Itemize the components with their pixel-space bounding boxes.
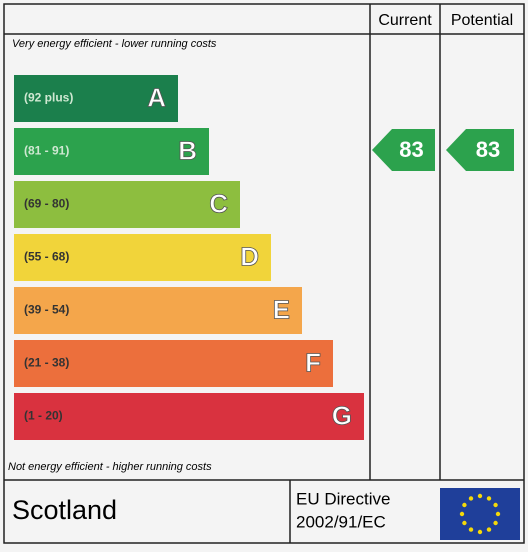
band-letter: A <box>147 82 166 112</box>
top-note: Very energy efficient - lower running co… <box>12 38 217 50</box>
band-letter: E <box>273 294 290 324</box>
band-bar <box>14 340 333 387</box>
band-letter: B <box>178 135 197 165</box>
star <box>486 496 492 501</box>
band-bar <box>14 234 271 281</box>
band-letter: F <box>305 347 321 377</box>
star <box>468 527 474 532</box>
star <box>477 529 483 535</box>
band-letter: C <box>209 188 228 218</box>
star <box>495 511 501 517</box>
band-range: (21 - 38) <box>24 356 69 370</box>
eu-stars <box>459 493 501 535</box>
band-range: (81 - 91) <box>24 144 69 158</box>
potential-header: Potential <box>451 12 513 29</box>
band-bar <box>14 287 302 334</box>
star <box>493 502 498 508</box>
potential-value: 83 <box>476 137 500 162</box>
star <box>462 502 467 508</box>
band-range: (55 - 68) <box>24 250 69 264</box>
band-letter: G <box>332 400 352 430</box>
current-header: Current <box>378 12 432 29</box>
star <box>462 520 467 526</box>
band-bar <box>14 181 240 228</box>
current-value: 83 <box>399 137 423 162</box>
region: Scotland <box>12 495 117 525</box>
potential-arrow <box>446 129 514 171</box>
current-arrow <box>372 129 435 171</box>
band-bar <box>14 75 178 122</box>
band-range: (1 - 20) <box>24 409 63 423</box>
star <box>486 527 492 532</box>
star <box>493 520 498 526</box>
bottom-note: Not energy efficient - higher running co… <box>8 461 212 473</box>
band-bar <box>14 393 364 440</box>
band-bar <box>14 128 209 175</box>
band-range: (39 - 54) <box>24 303 69 317</box>
directive: 2002/91/EC <box>296 512 386 531</box>
star <box>468 496 474 501</box>
star <box>477 493 483 499</box>
band-range: (92 plus) <box>24 91 73 105</box>
band-range: (69 - 80) <box>24 197 69 211</box>
band-letter: D <box>240 241 259 271</box>
star <box>459 511 465 517</box>
directive: EU Directive <box>296 489 390 508</box>
outer-border <box>3 3 525 544</box>
